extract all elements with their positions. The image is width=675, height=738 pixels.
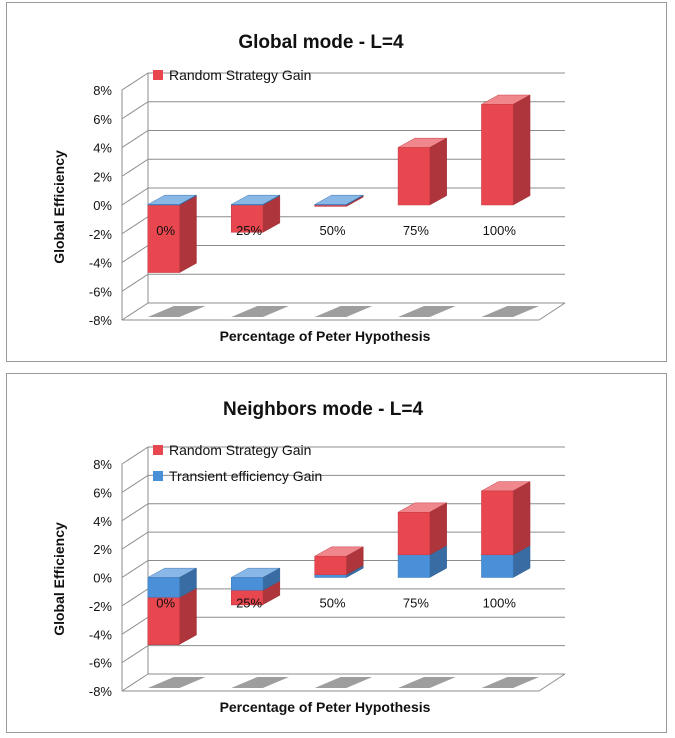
y-tick-label: 4% (93, 141, 112, 156)
x-tick-label: 50% (319, 223, 345, 238)
chart-panel-global: Global mode - L=4 Global Efficiency Perc… (6, 2, 667, 362)
y-tick-label: 6% (93, 112, 112, 127)
floor-edge (538, 302, 566, 321)
side-wall-line (121, 673, 149, 692)
side-wall-line (121, 588, 149, 607)
floor-shadow (398, 677, 456, 688)
y-tick-label: 0% (93, 198, 112, 213)
x-tick-label: 50% (319, 596, 345, 611)
x-tick-label: 0% (156, 596, 175, 611)
y-tick-label: -4% (89, 256, 113, 271)
legend: Random Strategy Gain (153, 67, 311, 83)
bar-random-strategy (481, 481, 531, 556)
y-tick-label: 2% (93, 542, 112, 557)
floor-edge (538, 673, 566, 692)
chart-neighbors-mode: Neighbors mode - L=4 Global Efficiency P… (51, 399, 566, 715)
floor-shadow (231, 677, 289, 688)
floor-shadow (231, 306, 289, 317)
bar-random-strategy (314, 546, 364, 576)
side-wall-line (121, 216, 149, 235)
floor-shadow (481, 677, 540, 688)
side-wall-line (121, 503, 149, 522)
y-tick-label: -4% (89, 627, 113, 642)
chart-title: Neighbors mode - L=4 (223, 399, 423, 420)
floor-shadow (481, 306, 540, 317)
bar-random-strategy (397, 137, 447, 206)
floor-shadow (147, 677, 206, 688)
x-tick-label: 100% (483, 223, 517, 238)
plot-area (121, 72, 566, 321)
x-tick-label: 75% (403, 223, 429, 238)
side-wall-line (121, 187, 149, 206)
side-wall-line (121, 245, 149, 263)
bar-transient-efficiency (147, 567, 197, 598)
x-tick-label: 25% (236, 596, 262, 611)
x-tick-label: 75% (403, 596, 429, 611)
side-wall-line (121, 72, 149, 91)
y-axis-label: Global Efficiency (51, 522, 67, 636)
y-tick-label: -6% (89, 656, 113, 671)
legend-label: Random Strategy Gain (169, 442, 311, 458)
x-tick-label: 0% (156, 223, 175, 238)
side-wall-line (121, 446, 149, 465)
side-wall-line (121, 616, 149, 635)
side-wall-line (121, 531, 149, 550)
side-wall-line (121, 158, 149, 177)
floor-shadow (398, 306, 456, 317)
x-tick-label: 100% (483, 596, 517, 611)
side-wall-line (121, 101, 149, 120)
y-tick-label: 6% (93, 485, 112, 500)
chart-global-mode: Global mode - L=4 Global Efficiency Perc… (51, 32, 566, 344)
y-tick-label: 2% (93, 169, 112, 184)
plot-area (121, 446, 566, 692)
side-wall-line (121, 560, 149, 578)
legend-label: Transient efficiency Gain (169, 468, 322, 484)
x-axis-label: Percentage of Peter Hypothesis (220, 328, 431, 344)
side-wall-line (121, 474, 149, 493)
bar-cap (147, 194, 197, 206)
chart-panel-neighbors: Neighbors mode - L=4 Global Efficiency P… (6, 373, 667, 733)
bar-cap (231, 194, 281, 206)
side-wall-line (121, 302, 149, 321)
legend-swatch (153, 445, 163, 455)
bar-transient-efficiency (231, 567, 281, 591)
y-tick-label: 8% (93, 83, 112, 98)
floor-shadow (147, 306, 206, 317)
floor-shadow (314, 306, 373, 317)
y-tick-label: -2% (89, 599, 113, 614)
floor-shadow (314, 677, 373, 688)
y-tick-label: -8% (89, 313, 113, 328)
bar-cap (314, 194, 364, 206)
legend-swatch (153, 70, 163, 80)
x-axis-label: Percentage of Peter Hypothesis (220, 699, 431, 715)
side-wall-line (121, 273, 149, 292)
side-wall-line (121, 130, 149, 148)
chart-title: Global mode - L=4 (238, 32, 404, 53)
bar-random-strategy (397, 502, 447, 556)
y-axis-label: Global Efficiency (51, 150, 67, 264)
y-tick-label: -2% (89, 227, 113, 242)
y-tick-label: 4% (93, 514, 112, 529)
legend-label: Random Strategy Gain (169, 67, 311, 83)
side-wall-line (121, 645, 149, 664)
bar-random-strategy (481, 94, 531, 206)
legend: Random Strategy Gain Transient efficiency… (153, 442, 322, 484)
y-tick-label: -6% (89, 284, 113, 299)
y-tick-label: -8% (89, 684, 113, 699)
y-tick-label: 8% (93, 457, 112, 472)
y-tick-label: 0% (93, 571, 112, 586)
x-tick-label: 25% (236, 223, 262, 238)
legend-swatch (153, 471, 163, 481)
